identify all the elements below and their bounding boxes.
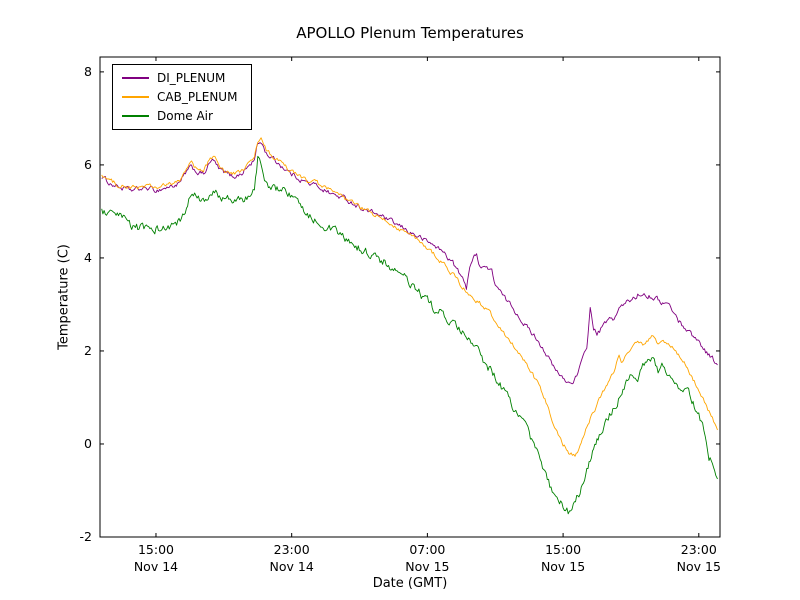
x-tick-time-label: 15:00 <box>545 542 581 557</box>
legend-line-swatch <box>122 115 149 117</box>
x-tick-date-label: Nov 14 <box>270 559 314 574</box>
x-tick-time-label: 15:00 <box>138 542 174 557</box>
legend-item-cab-plenum: CAB_PLENUM <box>122 91 237 103</box>
x-tick-time-label: 23:00 <box>681 542 717 557</box>
legend-label: Dome Air <box>157 109 213 123</box>
y-tick-label: 6 <box>84 157 92 172</box>
x-tick-date-label: Nov 14 <box>134 559 178 574</box>
series-line-dome-air <box>101 155 718 515</box>
legend-line-swatch <box>122 77 149 79</box>
legend-label: DI_PLENUM <box>157 71 226 85</box>
axes-frame <box>99 56 721 538</box>
x-tick-time-label: 07:00 <box>409 542 445 557</box>
y-tick-label: 2 <box>84 343 92 358</box>
x-axis-label: Date (GMT) <box>372 576 448 591</box>
legend-label: CAB_PLENUM <box>157 90 238 104</box>
legend: DI_PLENUM CAB_PLENUM Dome Air <box>112 64 253 130</box>
series-line-di-plenum <box>101 142 718 385</box>
legend-item-di-plenum: DI_PLENUM <box>122 72 237 84</box>
y-tick-label: -2 <box>80 529 92 544</box>
x-tick-date-label: Nov 15 <box>677 559 721 574</box>
x-tick-date-label: Nov 15 <box>541 559 585 574</box>
x-tick-time-label: 23:00 <box>274 542 310 557</box>
x-tick-date-label: Nov 15 <box>405 559 449 574</box>
y-tick-label: 8 <box>84 64 92 79</box>
y-tick-label: 4 <box>84 250 92 265</box>
y-axis-label: Temperature (C) <box>56 244 72 350</box>
series-line-cab-plenum <box>101 137 718 457</box>
legend-line-swatch <box>122 96 149 98</box>
chart-title: APOLLO Plenum Temperatures <box>296 24 524 42</box>
legend-item-dome-air: Dome Air <box>122 110 237 122</box>
y-tick-label: 0 <box>84 436 92 451</box>
